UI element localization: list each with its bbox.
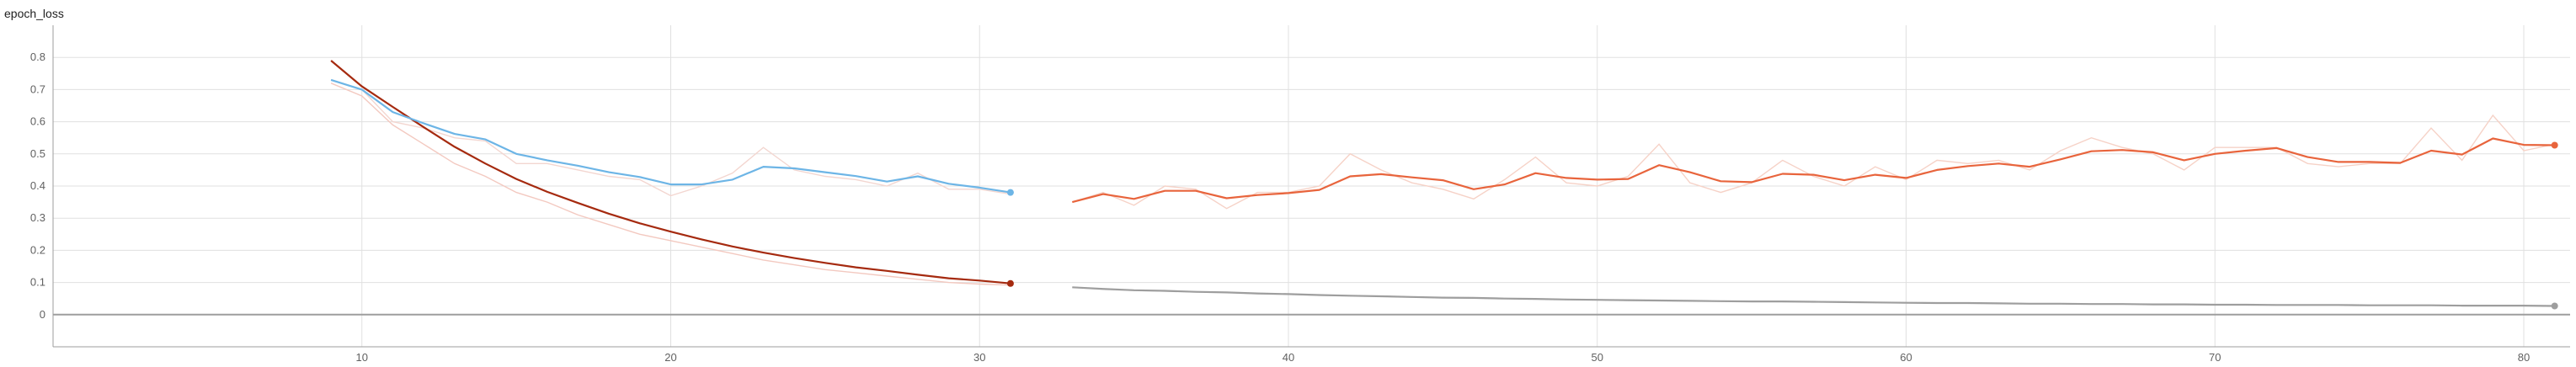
series-1-line (330, 78, 1011, 194)
x-tick-label: 60 (1900, 351, 1912, 364)
y-tick-label: 0.2 (30, 243, 45, 256)
series-3-line (1072, 137, 2555, 204)
series-2-line (1072, 286, 2555, 307)
y-tick-label: 0.8 (30, 51, 45, 63)
y-tick-label: 0.7 (30, 82, 45, 95)
x-tick-label: 40 (1283, 351, 1294, 364)
chart-title: epoch_loss (4, 7, 64, 20)
x-tick-label: 30 (973, 351, 985, 364)
series-1-end-point (1006, 189, 1014, 196)
y-tick-label: 0.3 (30, 211, 45, 224)
y-tick-label: 0 (40, 308, 45, 321)
x-tick-label: 20 (664, 351, 676, 364)
series-0-raw-line (330, 82, 1011, 286)
y-tick-label: 0.5 (30, 147, 45, 160)
series-0-line (330, 60, 1011, 285)
x-tick-label: 80 (2518, 351, 2530, 364)
series-3-end-point (2551, 141, 2558, 149)
y-tick-label: 0.1 (30, 276, 45, 289)
x-tick-label: 10 (356, 351, 368, 364)
y-tick-label: 0.6 (30, 115, 45, 128)
series-2-raw-line (1072, 286, 2555, 307)
y-tick-label: 0.4 (30, 179, 45, 192)
series-3-raw-line (1072, 114, 2555, 210)
series-2-end-point (2551, 302, 2558, 310)
series-1-raw-line (330, 79, 1011, 197)
x-tick-label: 50 (1592, 351, 1603, 364)
x-tick-label: 70 (2209, 351, 2221, 364)
series-0-end-point (1006, 279, 1014, 287)
